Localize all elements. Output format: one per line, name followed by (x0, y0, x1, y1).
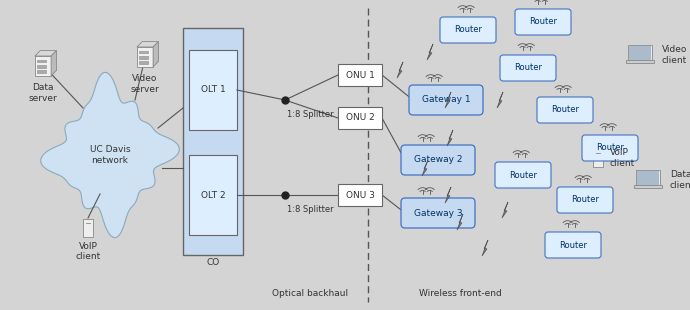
Polygon shape (445, 187, 451, 203)
Bar (629, 46, 651, 62)
Polygon shape (41, 72, 179, 237)
Text: VoIP
client: VoIP client (75, 242, 101, 261)
FancyBboxPatch shape (515, 9, 571, 35)
Text: OLT 2: OLT 2 (201, 191, 226, 200)
FancyBboxPatch shape (338, 107, 382, 129)
Text: 1:8 Splitter: 1:8 Splitter (287, 110, 334, 119)
FancyBboxPatch shape (495, 162, 551, 188)
FancyBboxPatch shape (582, 135, 638, 161)
Text: Data
server: Data server (28, 83, 57, 103)
Polygon shape (51, 51, 57, 76)
Polygon shape (137, 42, 159, 47)
Bar (37, 70, 46, 73)
Polygon shape (447, 130, 453, 146)
FancyBboxPatch shape (440, 17, 496, 43)
Polygon shape (427, 44, 433, 60)
Bar (139, 61, 148, 64)
FancyBboxPatch shape (557, 187, 613, 213)
Bar (626, 60, 654, 63)
Text: Video
server: Video server (130, 74, 159, 94)
Text: Router: Router (529, 17, 557, 26)
Polygon shape (422, 160, 428, 176)
Polygon shape (445, 92, 451, 108)
Text: Router: Router (454, 25, 482, 34)
Polygon shape (137, 47, 153, 67)
FancyBboxPatch shape (500, 55, 556, 81)
Polygon shape (502, 202, 508, 218)
Text: Video
client: Video client (662, 45, 687, 65)
Text: Router: Router (596, 144, 624, 153)
Polygon shape (482, 240, 488, 256)
Bar (37, 65, 46, 68)
Text: Router: Router (559, 241, 587, 250)
FancyBboxPatch shape (338, 184, 382, 206)
Text: OLT 1: OLT 1 (201, 86, 226, 95)
Bar (629, 46, 651, 61)
Text: Router: Router (551, 105, 579, 114)
Text: CO: CO (206, 258, 219, 267)
Bar (139, 56, 148, 59)
Polygon shape (457, 214, 463, 230)
Polygon shape (153, 42, 159, 67)
Text: Gateway 3: Gateway 3 (414, 209, 462, 218)
Text: ONU 3: ONU 3 (346, 191, 375, 200)
Text: Router: Router (571, 196, 599, 205)
Text: ONU 1: ONU 1 (346, 70, 375, 79)
Text: Wireless front-end: Wireless front-end (419, 290, 502, 299)
Text: Gateway 1: Gateway 1 (422, 95, 471, 104)
Bar (636, 170, 660, 187)
FancyBboxPatch shape (401, 198, 475, 228)
Text: Optical backhaul: Optical backhaul (272, 290, 348, 299)
FancyBboxPatch shape (338, 64, 382, 86)
Text: Router: Router (514, 64, 542, 73)
Bar (139, 51, 148, 53)
Text: VoIP
client: VoIP client (610, 148, 635, 168)
Bar (37, 60, 46, 62)
Bar (83, 219, 93, 237)
Polygon shape (35, 56, 51, 76)
FancyBboxPatch shape (183, 28, 243, 255)
Text: 1:8 Splitter: 1:8 Splitter (287, 205, 334, 214)
Text: Gateway 2: Gateway 2 (414, 156, 462, 165)
FancyBboxPatch shape (537, 97, 593, 123)
FancyBboxPatch shape (189, 155, 237, 235)
FancyBboxPatch shape (189, 50, 237, 130)
FancyBboxPatch shape (545, 232, 601, 258)
Bar (593, 149, 603, 167)
Text: UC Davis
network: UC Davis network (90, 145, 130, 165)
Polygon shape (497, 92, 503, 108)
Text: ONU 2: ONU 2 (346, 113, 375, 122)
Polygon shape (35, 51, 57, 56)
FancyBboxPatch shape (401, 145, 475, 175)
Text: Router: Router (509, 170, 537, 179)
FancyBboxPatch shape (409, 85, 483, 115)
Text: Data
client: Data client (670, 170, 690, 190)
Bar (638, 171, 659, 186)
Bar (634, 185, 662, 188)
Polygon shape (397, 62, 403, 78)
